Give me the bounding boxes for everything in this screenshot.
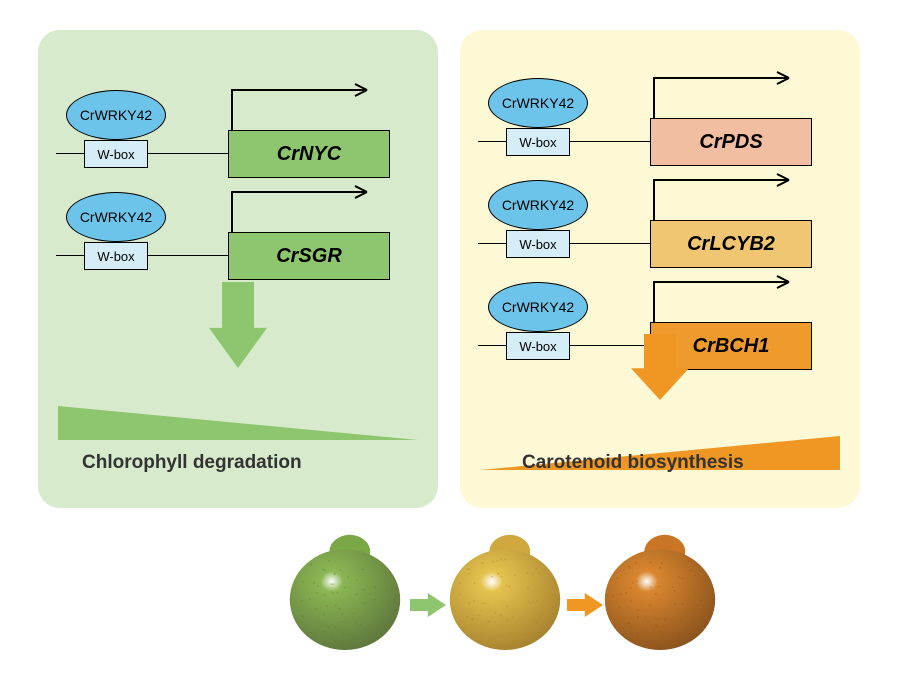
w-box-label: W-box [519, 135, 556, 150]
wedge-chlorophyll-decreasing [58, 406, 418, 444]
w-box-label: W-box [519, 237, 556, 252]
down-arrow-chlorophyll [189, 278, 287, 384]
w-box: W-box [506, 230, 570, 258]
promoter-arrow [650, 274, 809, 326]
tf-ellipse: CrWRKY42 [66, 192, 166, 242]
gene-box-crlcyb2: CrLCYB2 [650, 220, 812, 268]
tf-ellipse: CrWRKY42 [488, 282, 588, 332]
gene-label: CrLCYB2 [687, 233, 775, 256]
promoter-arrow [650, 70, 809, 122]
tf-ellipse: CrWRKY42 [488, 78, 588, 128]
tf-label: CrWRKY42 [80, 209, 152, 225]
gene-box-crnyc: CrNYC [228, 130, 390, 178]
w-box: W-box [84, 140, 148, 168]
fruit-arrow-1 [408, 590, 450, 620]
fruit-stage-1 [285, 530, 405, 666]
w-box-label: W-box [97, 147, 134, 162]
down-arrow-carotenoid [611, 330, 709, 416]
gene-box-crsgr: CrSGR [228, 232, 390, 280]
tf-label: CrWRKY42 [502, 95, 574, 111]
fruit-arrow-2 [565, 590, 607, 620]
gene-label: CrSGR [276, 245, 342, 268]
fruit-stage-2 [445, 530, 565, 666]
gene-label: CrNYC [277, 143, 341, 166]
promoter-arrow [650, 172, 809, 224]
w-box-label: W-box [97, 249, 134, 264]
tf-label: CrWRKY42 [502, 299, 574, 315]
tf-ellipse: CrWRKY42 [488, 180, 588, 230]
gene-box-crpds: CrPDS [650, 118, 812, 166]
promoter-arrow [228, 82, 387, 134]
promoter-arrow [228, 184, 387, 236]
tf-ellipse: CrWRKY42 [66, 90, 166, 140]
tf-label: CrWRKY42 [80, 107, 152, 123]
gene-label: CrPDS [699, 131, 762, 154]
caption-carotenoid: Carotenoid biosynthesis [522, 452, 744, 474]
caption-chlorophyll: Chlorophyll degradation [82, 452, 302, 474]
w-box-label: W-box [519, 339, 556, 354]
tf-label: CrWRKY42 [502, 197, 574, 213]
fruit-stage-3 [600, 530, 720, 666]
w-box: W-box [506, 128, 570, 156]
w-box: W-box [506, 332, 570, 360]
w-box: W-box [84, 242, 148, 270]
